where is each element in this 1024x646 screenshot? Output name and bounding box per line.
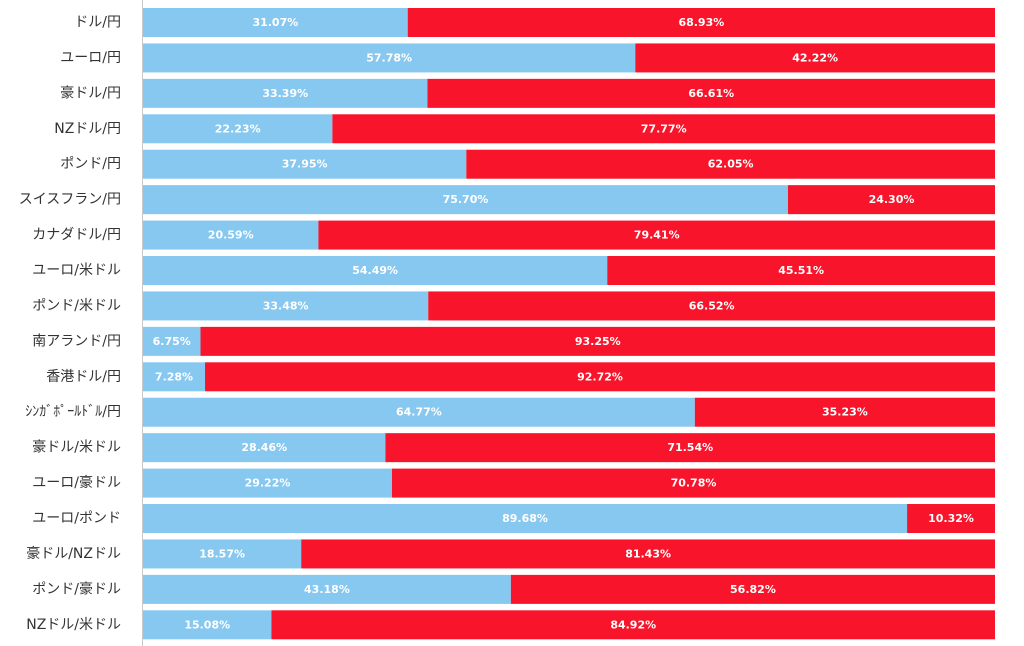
bar-segment-red [694,397,995,427]
bar-segment-red [635,43,995,73]
category-label: 香港ドル/円 [46,369,121,385]
value-label: 22.23% [215,122,261,135]
category-label: ポンド/円 [60,156,121,172]
category-label: NZドル/米ドル [26,617,121,633]
category-label: ポンド/豪ドル [32,581,121,597]
value-label: 81.43% [625,547,671,560]
value-label: 37.95% [282,158,328,171]
category-label: 南アランド/円 [32,333,121,349]
category-label: ユーロ/ポンド [32,511,121,527]
bar-segment-red [318,220,996,250]
bar-segment-red [466,149,996,179]
bar-segment-red [510,574,995,604]
value-label: 6.75% [153,335,191,348]
value-label: 64.77% [396,406,442,419]
bar-segment-blue [143,433,386,463]
bar-segment-blue [143,362,206,392]
bar-segment-red [385,433,995,463]
value-label: 66.52% [689,299,735,312]
value-label: 68.93% [678,16,724,29]
category-label: ドル/円 [74,15,121,31]
category-label: ユーロ/米ドル [32,263,121,279]
bar-segment-red [787,185,995,215]
value-label: 77.77% [641,122,687,135]
bar-segment-blue [143,539,302,569]
bar-segment-red [205,362,995,392]
value-label: 42.22% [792,51,838,64]
bar-segment-blue [143,291,429,321]
value-label: 20.59% [208,229,254,242]
value-label: 84.92% [610,618,656,631]
value-label: 29.22% [245,477,291,490]
bar-segment-red [607,256,995,286]
bars-layer [143,8,996,640]
value-label: 75.70% [443,193,489,206]
value-label: 89.68% [502,512,548,525]
category-label: ユーロ/円 [60,50,121,66]
value-label: 54.49% [352,264,398,277]
bar-segment-red [407,8,995,37]
value-label: 33.39% [262,87,308,100]
bar-segment-red [200,326,995,356]
bar-segment-blue [143,149,467,179]
value-label: 31.07% [252,16,298,29]
category-label: カナダドル/円 [32,227,121,243]
value-label: 79.41% [634,229,680,242]
bar-segment-blue [143,78,428,108]
bar-segment-blue [143,610,272,640]
bar-segment-red [332,114,995,144]
bar-segment-blue [143,468,392,498]
value-label: 33.48% [263,299,309,312]
value-label: 43.18% [304,583,350,596]
value-label: 24.30% [869,193,915,206]
value-label: 92.72% [577,370,623,383]
bar-segment-red [271,610,996,640]
value-label: 7.28% [155,370,193,383]
bar-segment-blue [143,8,408,37]
bar-segment-red [427,78,995,108]
bar-segment-blue [143,220,319,250]
value-label: 93.25% [575,335,621,348]
category-label: ポンド/米ドル [32,298,121,314]
bar-segment-blue [143,185,788,215]
category-label: 豪ドル/NZドル [26,546,121,562]
category-label: スイスフラン/円 [19,192,121,208]
bar-segment-red [301,539,995,569]
bar-segment-blue [143,43,636,73]
category-label: ｼﾝｶﾞﾎﾟｰﾙﾄﾞﾙ/円 [25,404,121,420]
value-label: 56.82% [730,583,776,596]
category-label: NZドル/円 [54,121,121,137]
value-label: 70.78% [671,477,717,490]
bar-segment-blue [143,574,511,604]
category-label: 豪ドル/円 [60,85,121,101]
category-label: ユーロ/豪ドル [32,475,121,491]
value-label: 71.54% [667,441,713,454]
bar-segment-blue [143,397,695,427]
value-label: 45.51% [778,264,824,277]
value-label: 10.32% [928,512,974,525]
value-label: 62.05% [708,158,754,171]
bar-segment-red [907,504,995,534]
labels-layer: ドル/円 31.07% 68.93% ユーロ/円 57.78% 42.22% 豪ドル/円 33… [19,15,974,633]
bar-segment-blue [143,256,608,286]
category-label: 豪ドル/米ドル [32,440,121,456]
bar-segment-red [428,291,995,321]
value-label: 57.78% [366,51,412,64]
value-label: 28.46% [241,441,287,454]
value-label: 35.23% [822,406,868,419]
value-label: 18.57% [199,547,245,560]
value-label: 66.61% [688,87,734,100]
bar-segment-blue [143,326,201,356]
bar-segment-red [391,468,995,498]
bar-segment-blue [143,114,333,144]
value-label: 15.08% [184,618,230,631]
bar-segment-blue [143,504,908,534]
